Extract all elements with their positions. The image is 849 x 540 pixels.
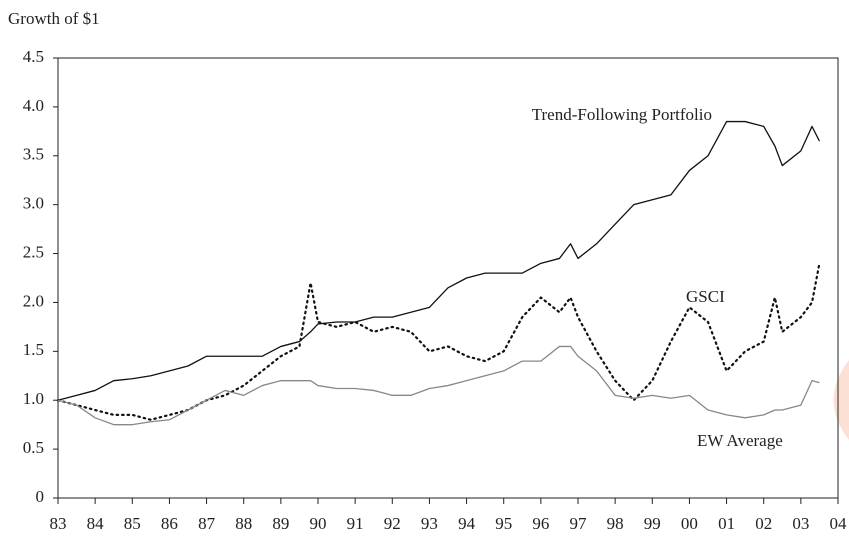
x-tick-label: 89	[272, 514, 289, 533]
x-tick-label: 92	[384, 514, 401, 533]
x-tick-label: 87	[198, 514, 216, 533]
x-tick-label: 91	[347, 514, 364, 533]
y-tick-label: 4.0	[23, 96, 44, 115]
x-tick-label: 93	[421, 514, 438, 533]
y-tick-label: 3.5	[23, 145, 44, 164]
y-tick-label: 2.0	[23, 291, 44, 310]
y-tick-label: 3.0	[23, 194, 44, 213]
x-tick-label: 88	[235, 514, 252, 533]
x-tick-label: 96	[532, 514, 549, 533]
series-label: GSCI	[686, 287, 725, 306]
x-tick-label: 99	[644, 514, 661, 533]
x-tick-label: 02	[755, 514, 772, 533]
y-tick-label: 1.5	[23, 340, 44, 359]
x-tick-label: 00	[681, 514, 698, 533]
y-axis-label: Growth of $1	[8, 9, 100, 28]
x-tick-label: 85	[124, 514, 141, 533]
x-tick-label: 98	[607, 514, 624, 533]
series-label: Trend-Following Portfolio	[532, 105, 712, 124]
x-tick-label: 83	[50, 514, 67, 533]
y-tick-label: 1.0	[23, 389, 44, 408]
series-label: EW Average	[697, 431, 783, 450]
plot-frame	[57, 57, 839, 499]
x-tick-label: 97	[570, 514, 588, 533]
x-tick-label: 01	[718, 514, 735, 533]
x-tick-label: 94	[458, 514, 476, 533]
x-tick-label: 04	[830, 514, 848, 533]
decoration	[833, 360, 849, 440]
y-tick-label: 2.5	[23, 242, 44, 261]
x-tick-label: 95	[495, 514, 512, 533]
y-tick-label: 0	[36, 487, 45, 506]
y-tick-label: 0.5	[23, 438, 44, 457]
series-line	[57, 120, 821, 401]
x-tick-label: 03	[792, 514, 809, 533]
x-tick-label: 90	[310, 514, 327, 533]
series-line	[57, 345, 820, 426]
x-tick-label: 84	[87, 514, 105, 533]
y-tick-label: 4.5	[23, 47, 44, 66]
x-tick-label: 86	[161, 514, 178, 533]
